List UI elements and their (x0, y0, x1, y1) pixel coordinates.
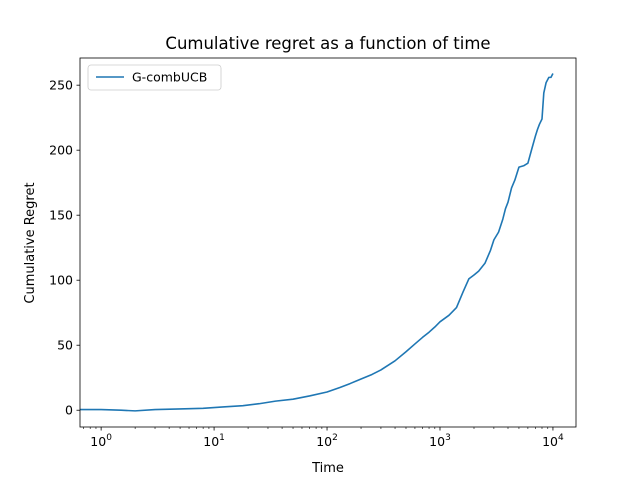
y-tick-label: 200 (49, 143, 73, 158)
axes: 100 101 102 103 104 0 50 100 150 200 250 (49, 57, 577, 449)
plot-area (80, 73, 554, 412)
chart-title: Cumulative regret as a function of time (165, 34, 490, 53)
y-tick-label: 150 (49, 208, 73, 223)
y-tick-label: 100 (49, 273, 73, 288)
y-tick-label: 0 (65, 403, 73, 418)
axes-frame (79, 57, 577, 428)
legend-label: G-combUCB (132, 70, 207, 85)
x-tick-label: 102 (316, 433, 338, 449)
x-axis-label: Time (311, 461, 344, 476)
series-line-0 (80, 73, 554, 412)
y-tick-label: 250 (49, 78, 73, 93)
y-tick-label: 50 (57, 338, 73, 353)
x-tick-label: 104 (542, 433, 564, 449)
legend-box (87, 64, 222, 91)
y-axis-label: Cumulative Regret (23, 182, 38, 303)
x-tick-label: 100 (90, 433, 112, 449)
x-tick-label: 103 (429, 433, 451, 449)
x-tick-label: 101 (203, 433, 225, 449)
legend: G-combUCB (87, 64, 222, 91)
